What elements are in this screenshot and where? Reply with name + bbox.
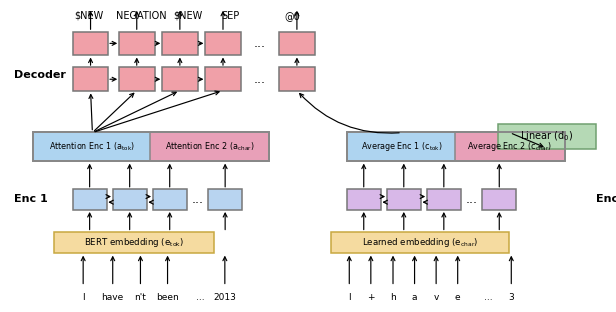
Text: I: I (348, 293, 351, 301)
Text: been: been (156, 293, 179, 301)
Text: a: a (412, 293, 417, 301)
FancyBboxPatch shape (119, 67, 155, 91)
FancyBboxPatch shape (482, 189, 516, 210)
Text: ...: ... (192, 193, 203, 206)
Text: ...: ... (254, 73, 266, 86)
Text: I: I (82, 293, 84, 301)
Text: NEGATION: NEGATION (116, 11, 167, 21)
FancyBboxPatch shape (279, 67, 315, 91)
Text: 2013: 2013 (213, 293, 237, 301)
FancyBboxPatch shape (205, 32, 241, 55)
FancyBboxPatch shape (331, 232, 509, 253)
FancyBboxPatch shape (455, 132, 565, 161)
Text: ...: ... (466, 193, 477, 206)
FancyBboxPatch shape (119, 32, 155, 55)
FancyBboxPatch shape (73, 32, 108, 55)
FancyBboxPatch shape (498, 124, 596, 149)
Text: Attention Enc 2 (a$_\mathregular{char}$): Attention Enc 2 (a$_\mathregular{char}$) (164, 140, 254, 153)
FancyBboxPatch shape (153, 189, 187, 210)
Text: Average Enc 1 (c$_\mathregular{tok}$): Average Enc 1 (c$_\mathregular{tok}$) (361, 140, 443, 153)
Text: SEP: SEP (222, 11, 240, 21)
FancyBboxPatch shape (279, 32, 315, 55)
Text: n't: n't (134, 293, 147, 301)
Text: Average Enc 2 (c$_\mathregular{char}$): Average Enc 2 (c$_\mathregular{char}$) (467, 140, 553, 153)
FancyBboxPatch shape (347, 189, 381, 210)
FancyBboxPatch shape (162, 67, 198, 91)
FancyBboxPatch shape (113, 189, 147, 210)
Text: Enc 1: Enc 1 (14, 194, 47, 204)
Text: $NEW: $NEW (75, 11, 104, 21)
Text: +: + (367, 293, 375, 301)
Text: e: e (455, 293, 461, 301)
FancyBboxPatch shape (347, 132, 457, 161)
Text: h: h (390, 293, 396, 301)
Text: Linear (d$_\mathregular{0}$): Linear (d$_\mathregular{0}$) (520, 130, 573, 143)
Text: BERT embedding (e$_\mathregular{tok}$): BERT embedding (e$_\mathregular{tok}$) (84, 236, 184, 249)
Text: Decoder: Decoder (14, 70, 65, 80)
Text: ...: ... (484, 293, 493, 301)
FancyBboxPatch shape (387, 189, 421, 210)
FancyBboxPatch shape (33, 132, 152, 161)
Text: ...: ... (254, 37, 266, 50)
Text: have: have (102, 293, 124, 301)
FancyBboxPatch shape (73, 189, 107, 210)
Text: $NEW: $NEW (173, 11, 203, 21)
FancyBboxPatch shape (54, 232, 214, 253)
Text: @0: @0 (285, 11, 301, 21)
Text: Attention Enc 1 (a$_\mathregular{tok}$): Attention Enc 1 (a$_\mathregular{tok}$) (49, 140, 136, 153)
Text: Enc 2: Enc 2 (596, 194, 616, 204)
FancyBboxPatch shape (208, 189, 242, 210)
FancyBboxPatch shape (73, 67, 108, 91)
FancyBboxPatch shape (205, 67, 241, 91)
Text: ...: ... (196, 293, 205, 301)
FancyBboxPatch shape (162, 32, 198, 55)
Text: 3: 3 (508, 293, 514, 301)
Text: Learned embedding (e$_\mathregular{char}$): Learned embedding (e$_\mathregular{char}… (362, 236, 479, 249)
FancyBboxPatch shape (427, 189, 461, 210)
FancyBboxPatch shape (150, 132, 269, 161)
Text: v: v (434, 293, 439, 301)
